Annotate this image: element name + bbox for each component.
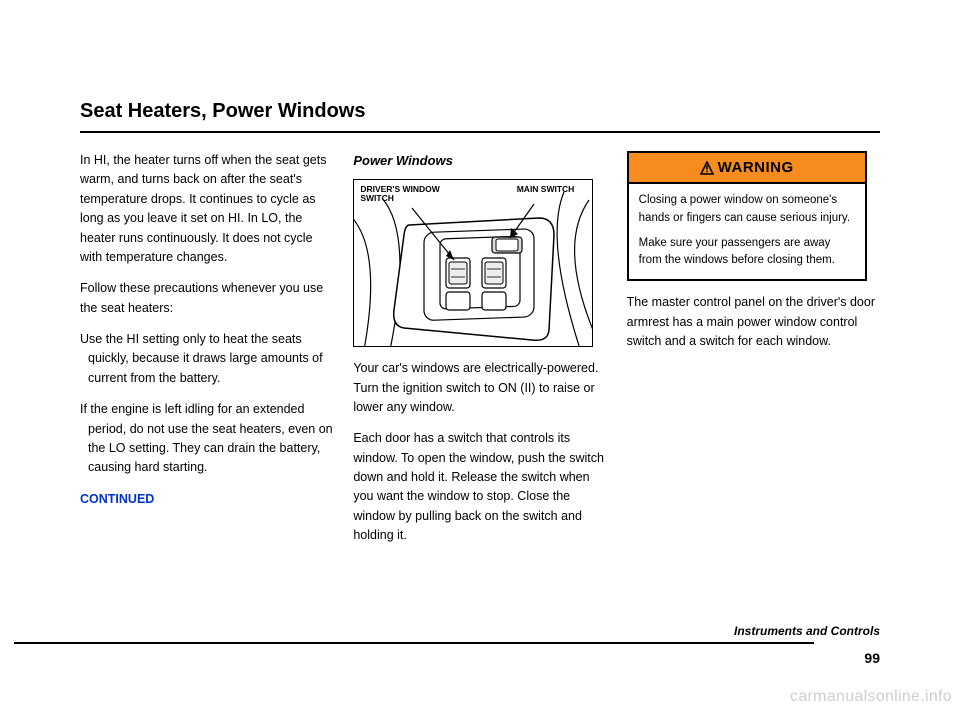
- column-right: WARNING Closing a power window on someon…: [627, 151, 880, 558]
- manual-page: Seat Heaters, Power Windows In HI, the h…: [80, 100, 880, 558]
- power-windows-para1: Your car's windows are electrically-powe…: [353, 359, 606, 417]
- window-switch-illustration: DRIVER'S WINDOW SWITCH MAIN SWITCH: [353, 179, 593, 347]
- watermark: carmanualsonline.info: [790, 688, 952, 706]
- illus-label-driver-switch: DRIVER'S WINDOW SWITCH: [360, 185, 439, 204]
- warning-p2: Make sure your passengers are away from …: [639, 235, 855, 270]
- warning-box: WARNING Closing a power window on someon…: [627, 151, 867, 281]
- seat-heater-bullet-1: Use the HI setting only to heat the seat…: [80, 330, 333, 388]
- columns: In HI, the heater turns off when the sea…: [80, 151, 880, 558]
- warning-header: WARNING: [629, 153, 865, 184]
- illus-label-main-switch: MAIN SWITCH: [517, 185, 575, 194]
- master-control-para: The master control panel on the driver's…: [627, 293, 880, 351]
- title-rule: [80, 131, 880, 133]
- seat-heater-para1b: Follow these precautions whenever you us…: [80, 279, 333, 318]
- warning-label: WARNING: [718, 156, 794, 179]
- column-middle: Power Windows DRIVER'S WINDOW SWITCH MAI…: [353, 151, 606, 558]
- page-title: Seat Heaters, Power Windows: [80, 100, 880, 123]
- page-footer: Instruments and Controls 99: [734, 624, 880, 666]
- page-number: 99: [734, 650, 880, 666]
- power-windows-subhead: Power Windows: [353, 151, 606, 171]
- continued-link[interactable]: CONTINUED: [80, 492, 154, 506]
- door-switch-svg: [354, 180, 593, 347]
- seat-heater-para1a: In HI, the heater turns off when the sea…: [80, 151, 333, 267]
- warning-p1: Closing a power window on someone's hand…: [639, 192, 855, 227]
- footer-rule: [14, 642, 814, 644]
- power-windows-para2: Each door has a switch that controls its…: [353, 429, 606, 545]
- warning-triangle-icon: [700, 161, 714, 175]
- warning-body: Closing a power window on someone's hand…: [629, 184, 865, 279]
- footer-category: Instruments and Controls: [734, 624, 880, 638]
- column-left: In HI, the heater turns off when the sea…: [80, 151, 333, 558]
- continued-link-text: CONTINUED: [80, 492, 154, 506]
- seat-heater-bullet-2: If the engine is left idling for an exte…: [80, 400, 333, 478]
